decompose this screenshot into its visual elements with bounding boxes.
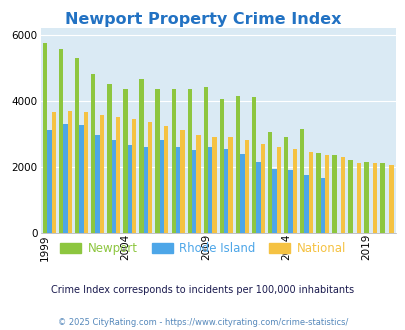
Bar bbox=[47, 130, 51, 233]
Bar bbox=[175, 147, 180, 233]
Bar bbox=[207, 147, 212, 233]
Bar bbox=[224, 148, 228, 233]
Bar bbox=[75, 58, 79, 233]
Bar bbox=[100, 115, 104, 233]
Bar bbox=[267, 132, 272, 233]
Legend: Newport, Rhode Island, National: Newport, Rhode Island, National bbox=[55, 237, 350, 260]
Bar bbox=[68, 111, 72, 233]
Bar bbox=[356, 163, 360, 233]
Bar bbox=[272, 169, 276, 233]
Bar bbox=[79, 125, 83, 233]
Bar bbox=[59, 49, 63, 233]
Bar bbox=[148, 122, 152, 233]
Bar bbox=[244, 140, 248, 233]
Bar bbox=[123, 89, 127, 233]
Bar bbox=[347, 160, 352, 233]
Text: Newport Property Crime Index: Newport Property Crime Index bbox=[64, 12, 341, 26]
Bar bbox=[372, 163, 377, 233]
Bar bbox=[284, 137, 288, 233]
Bar bbox=[196, 135, 200, 233]
Bar bbox=[203, 87, 207, 233]
Bar bbox=[315, 153, 320, 233]
Bar bbox=[160, 140, 164, 233]
Bar bbox=[171, 89, 175, 233]
Bar bbox=[276, 147, 280, 233]
Bar bbox=[299, 129, 304, 233]
Bar bbox=[292, 149, 296, 233]
Text: © 2025 CityRating.com - https://www.cityrating.com/crime-statistics/: © 2025 CityRating.com - https://www.city… bbox=[58, 318, 347, 327]
Text: Crime Index corresponds to incidents per 100,000 inhabitants: Crime Index corresponds to incidents per… bbox=[51, 285, 354, 295]
Bar bbox=[132, 119, 136, 233]
Bar bbox=[51, 112, 56, 233]
Bar bbox=[388, 165, 392, 233]
Bar bbox=[143, 147, 148, 233]
Bar bbox=[324, 155, 328, 233]
Bar bbox=[43, 43, 47, 233]
Bar bbox=[240, 154, 244, 233]
Bar bbox=[63, 124, 68, 233]
Bar bbox=[308, 152, 312, 233]
Bar bbox=[364, 162, 368, 233]
Bar bbox=[219, 99, 224, 233]
Bar bbox=[91, 74, 95, 233]
Bar bbox=[212, 137, 216, 233]
Bar bbox=[95, 135, 100, 233]
Bar bbox=[256, 162, 260, 233]
Bar bbox=[251, 97, 256, 233]
Bar bbox=[288, 170, 292, 233]
Bar bbox=[235, 96, 240, 233]
Bar bbox=[192, 150, 196, 233]
Bar bbox=[180, 130, 184, 233]
Bar bbox=[83, 112, 88, 233]
Bar bbox=[115, 117, 120, 233]
Bar bbox=[155, 89, 160, 233]
Bar bbox=[187, 89, 192, 233]
Bar bbox=[228, 137, 232, 233]
Bar bbox=[164, 126, 168, 233]
Bar bbox=[304, 175, 308, 233]
Bar bbox=[379, 163, 384, 233]
Bar bbox=[320, 178, 324, 233]
Bar bbox=[111, 140, 115, 233]
Bar bbox=[127, 145, 132, 233]
Bar bbox=[260, 144, 264, 233]
Bar bbox=[340, 157, 344, 233]
Bar bbox=[139, 79, 143, 233]
Bar bbox=[331, 155, 336, 233]
Bar bbox=[107, 84, 111, 233]
